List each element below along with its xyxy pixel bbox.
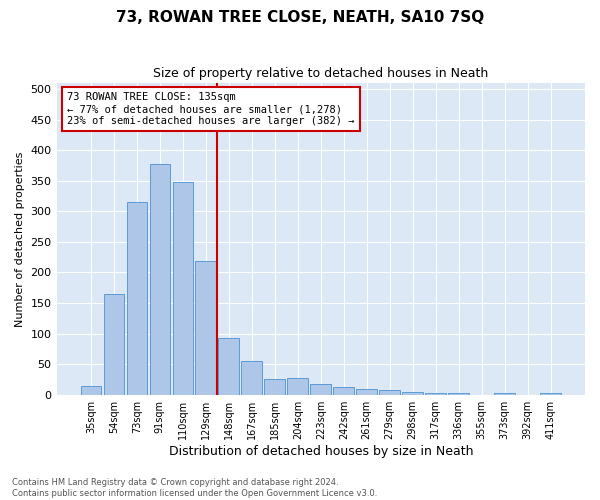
Bar bbox=[173, 182, 193, 394]
Bar bbox=[379, 390, 400, 394]
Bar bbox=[356, 388, 377, 394]
Bar bbox=[425, 393, 446, 394]
Y-axis label: Number of detached properties: Number of detached properties bbox=[15, 151, 25, 326]
Bar bbox=[218, 338, 239, 394]
Bar bbox=[241, 361, 262, 394]
Bar bbox=[127, 202, 147, 394]
Bar bbox=[310, 384, 331, 394]
Bar bbox=[196, 262, 216, 394]
Bar bbox=[334, 388, 354, 394]
Bar bbox=[149, 164, 170, 394]
Text: 73, ROWAN TREE CLOSE, NEATH, SA10 7SQ: 73, ROWAN TREE CLOSE, NEATH, SA10 7SQ bbox=[116, 10, 484, 25]
Bar bbox=[403, 392, 423, 394]
Bar bbox=[448, 393, 469, 394]
Title: Size of property relative to detached houses in Neath: Size of property relative to detached ho… bbox=[153, 68, 488, 80]
Bar bbox=[265, 379, 285, 394]
Bar bbox=[104, 294, 124, 394]
X-axis label: Distribution of detached houses by size in Neath: Distribution of detached houses by size … bbox=[169, 444, 473, 458]
Bar bbox=[540, 393, 561, 394]
Bar bbox=[80, 386, 101, 394]
Text: Contains HM Land Registry data © Crown copyright and database right 2024.
Contai: Contains HM Land Registry data © Crown c… bbox=[12, 478, 377, 498]
Text: 73 ROWAN TREE CLOSE: 135sqm
← 77% of detached houses are smaller (1,278)
23% of : 73 ROWAN TREE CLOSE: 135sqm ← 77% of det… bbox=[67, 92, 355, 126]
Bar bbox=[287, 378, 308, 394]
